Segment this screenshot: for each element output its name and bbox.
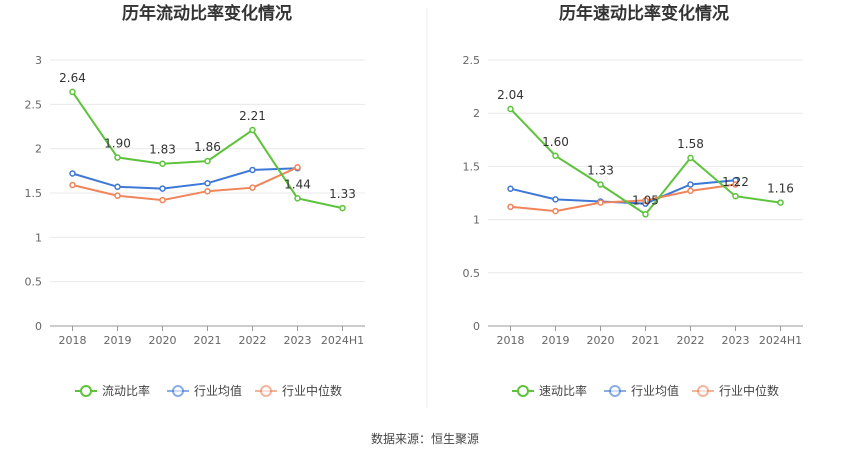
legend-marker — [260, 385, 272, 397]
legend-label-industry-median: 行业中位数 — [282, 383, 342, 398]
y-tick-label: 1 — [35, 231, 42, 244]
y-tick-label: 0.5 — [25, 276, 43, 289]
industry-avg-data-point — [114, 183, 121, 191]
main-data-point — [507, 105, 514, 113]
main-data-point — [159, 160, 166, 167]
chart-title: 历年速动比率变化情况 — [559, 3, 729, 24]
y-tick-label: 0 — [473, 320, 480, 333]
data-label: 1.60 — [542, 135, 569, 149]
legend-marker — [172, 385, 184, 397]
y-tick-label: 2.5 — [463, 54, 481, 67]
y-tick-label: 1.5 — [463, 160, 481, 173]
x-tick-label: 2020 — [587, 334, 615, 347]
industry-avg-data-point — [507, 185, 514, 192]
legend-label-industry-median: 行业中位数 — [719, 383, 779, 398]
data-label: 1.33 — [587, 163, 614, 177]
industry-avg-series-line — [72, 167, 298, 190]
data-label: 1.58 — [677, 137, 704, 151]
industry-median-data-point — [552, 207, 559, 215]
y-tick-label: 0.5 — [463, 267, 481, 280]
data-source-text: 数据来源：恒生聚源 — [371, 431, 479, 446]
x-tick-label: 2018 — [59, 334, 87, 347]
x-tick-label: 2022 — [239, 334, 267, 347]
legend-marker — [80, 385, 92, 397]
industry-avg-data-point — [552, 196, 559, 203]
x-tick-label: 2023 — [284, 334, 312, 347]
industry-avg-series-line — [510, 179, 736, 205]
y-tick-label: 2 — [35, 143, 42, 156]
data-label: 2.64 — [59, 71, 86, 85]
x-tick-label: 2018 — [497, 334, 525, 347]
main-data-point — [687, 154, 694, 162]
y-tick-label: 3 — [35, 54, 42, 67]
industry-median-data-point — [249, 184, 256, 191]
industry-avg-data-point — [204, 179, 211, 187]
x-tick-label: 2023 — [722, 334, 750, 347]
quick-ratio-chart: 历年速动比率变化情况 0 0.5 1 1.5 2 2.5 2018 2019 2020 2021 20… — [463, 3, 803, 398]
industry-median-data-point — [597, 199, 604, 206]
industry-avg-data-point — [249, 166, 256, 174]
main-data-point — [294, 195, 301, 202]
industry-avg-data-point — [69, 170, 76, 177]
legend-label-main: 速动比率 — [539, 383, 587, 398]
y-tick-label: 1.5 — [25, 187, 43, 200]
data-label: 1.44 — [284, 177, 311, 191]
x-tick-label: 2024H1 — [321, 334, 364, 347]
x-tick-label: 2019 — [104, 334, 132, 347]
main-data-point — [597, 181, 604, 188]
main-data-point — [339, 204, 346, 212]
main-data-point — [732, 192, 739, 200]
industry-avg-data-point — [687, 181, 694, 188]
x-tick-label: 2021 — [632, 334, 660, 347]
y-tick-label: 2.5 — [25, 98, 43, 111]
legend-marker — [517, 385, 529, 397]
industry-median-data-point — [294, 164, 301, 171]
data-label: 2.04 — [497, 88, 524, 102]
y-tick-label: 2 — [473, 107, 480, 120]
current-ratio-chart: 历年流动比率变化情况 0 0.5 1 1.5 2 2.5 3 2018 2019 2020 2021 2… — [25, 3, 365, 398]
main-data-point — [777, 199, 784, 206]
industry-median-series-line — [510, 183, 736, 213]
x-tick-label: 2020 — [149, 334, 177, 347]
industry-median-series-line — [72, 166, 298, 202]
data-label: 1.33 — [329, 187, 356, 201]
industry-median-data-point — [69, 181, 76, 189]
industry-median-data-point — [114, 192, 121, 199]
industry-median-data-point — [507, 203, 514, 211]
main-data-point — [204, 157, 211, 165]
main-data-point — [69, 88, 76, 96]
legend-label-main: 流动比率 — [102, 383, 150, 398]
main-data-point — [642, 211, 649, 218]
industry-avg-data-point — [159, 185, 166, 192]
legend-label-industry-avg: 行业均值 — [631, 383, 679, 398]
x-tick-label: 2019 — [542, 334, 570, 347]
legend-marker — [609, 385, 621, 397]
industry-median-data-point — [687, 187, 694, 195]
data-label: 1.83 — [149, 143, 176, 157]
industry-median-data-point — [642, 197, 649, 204]
industry-median-data-point — [159, 196, 166, 204]
industry-median-data-point — [732, 181, 739, 188]
data-label: 1.05 — [632, 193, 659, 207]
legend-label-industry-avg: 行业均值 — [194, 383, 242, 398]
x-tick-label: 2024H1 — [759, 334, 802, 347]
x-tick-label: 2021 — [194, 334, 222, 347]
legend-marker — [697, 385, 709, 397]
data-label: 1.22 — [722, 175, 749, 189]
data-label: 2.21 — [239, 109, 266, 123]
data-label: 1.16 — [767, 182, 794, 196]
chart-title: 历年流动比率变化情况 — [122, 3, 292, 24]
main-data-point — [249, 126, 256, 134]
main-data-point — [114, 154, 121, 161]
data-label: 1.90 — [104, 137, 131, 151]
y-tick-label: 1 — [473, 214, 480, 227]
data-label: 1.86 — [194, 140, 221, 154]
x-tick-label: 2022 — [677, 334, 705, 347]
industry-median-data-point — [204, 187, 211, 195]
y-tick-label: 0 — [35, 320, 42, 333]
main-data-point — [552, 152, 559, 160]
